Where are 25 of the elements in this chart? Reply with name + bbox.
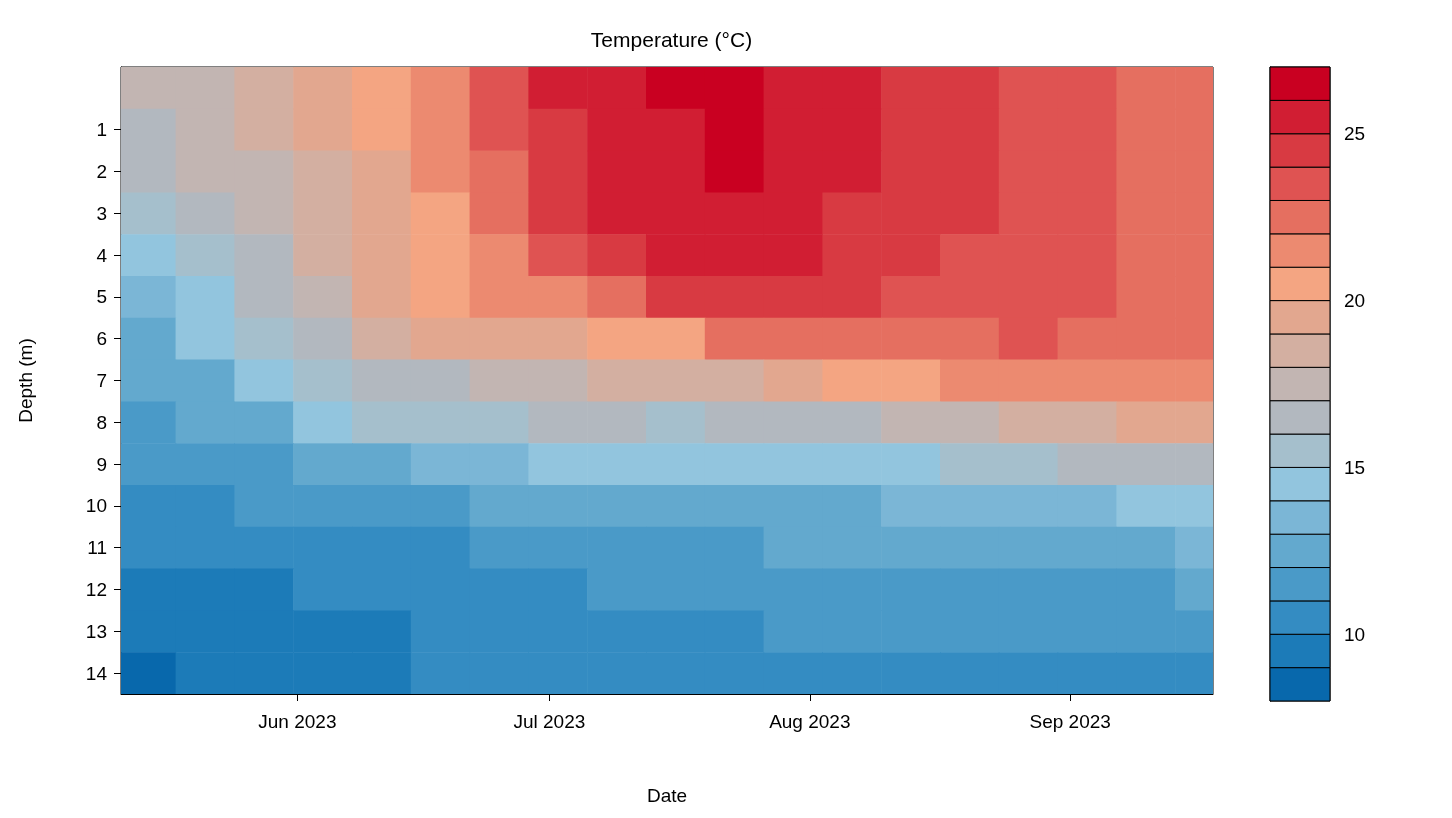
y-tick-label: 6 — [96, 328, 107, 350]
y-tick-label: 14 — [85, 662, 108, 684]
x-tick-label: Sep 2023 — [1029, 711, 1111, 732]
x-tick-label: Aug 2023 — [769, 711, 851, 732]
y-axis-title: Depth (m) — [15, 338, 36, 423]
y-tick-label: 8 — [96, 411, 107, 433]
y-tick-label: 3 — [96, 202, 107, 224]
color-bar-label: 15 — [1344, 456, 1366, 478]
y-tick-label: 1 — [96, 119, 107, 141]
y-tick-label: 11 — [87, 537, 107, 559]
color-bar-label: 10 — [1344, 623, 1366, 645]
y-tick-label: 12 — [85, 579, 107, 600]
x-tick-label: Jun 2023 — [258, 711, 337, 732]
color-bar-label: 20 — [1344, 290, 1366, 312]
y-tick-label: 9 — [96, 453, 107, 475]
y-tick-label: 2 — [96, 161, 107, 182]
y-tick-label: 10 — [85, 495, 107, 517]
y-tick-label: 13 — [85, 620, 107, 642]
x-tick-label: Jul 2023 — [513, 711, 586, 732]
color-bar-label: 25 — [1344, 123, 1366, 145]
chart-title: Temperature (°C) — [590, 28, 753, 51]
y-tick-label: 4 — [96, 244, 108, 266]
y-tick-label: 7 — [96, 370, 107, 391]
x-axis-title: Date — [646, 785, 688, 806]
y-tick-label: 5 — [96, 286, 107, 308]
